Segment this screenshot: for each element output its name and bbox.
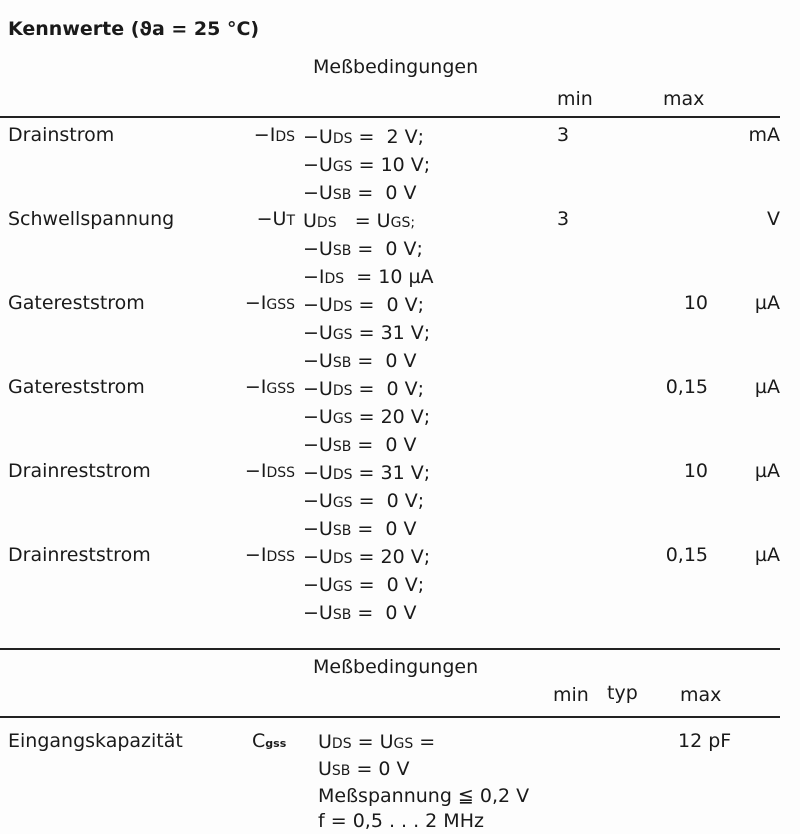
param-name: Gatereststrom (8, 292, 145, 314)
param-conditions: −UDS = 0 V; −UGS = 31 V; −USB = 0 V (303, 292, 430, 376)
max-header-2: max (680, 684, 722, 706)
table-row: Gatereststrom −IGSS −UDS = 0 V; −UGS = 31 V… (0, 292, 800, 376)
param-name: Eingangskapazität (8, 730, 183, 752)
condition-line: UDS = UGS = (318, 731, 436, 753)
param-name: Drainstrom (8, 124, 115, 146)
condition-line: f = 0,5 . . . 2 MHz (318, 810, 484, 832)
symbol-main: C (252, 730, 266, 752)
condition-line: −USB = 0 V; (303, 238, 423, 260)
param-symbol: −IGSS (244, 376, 295, 398)
condition-line: −UGS = 0 V; (303, 574, 425, 596)
param-max: 0,15 (665, 544, 708, 566)
param-conditions: UDS = UGS; −USB = 0 V; −IDS = 10 µA (303, 208, 434, 292)
param-unit: µA (754, 292, 780, 314)
param-unit: V (767, 208, 780, 230)
param-max: 10 (683, 460, 708, 482)
condition-line: Meßspannung ≦ 0,2 V (318, 785, 530, 807)
param-max: 0,15 (665, 376, 708, 398)
param-conditions: −UDS = 31 V; −UGS = 0 V; −USB = 0 V (303, 460, 430, 544)
condition-line: −UGS = 10 V; (303, 154, 431, 176)
param-symbol: −IDS (253, 124, 295, 146)
section-rule (0, 648, 780, 650)
param-unit: mA (748, 124, 780, 146)
conditions-header-2: Meßbedingungen (313, 656, 479, 678)
condition-line: −UDS = 31 V; (303, 462, 431, 484)
condition-line: −UGS = 20 V; (303, 406, 431, 428)
param-name: Schwellspannung (8, 208, 175, 230)
min-header-2: min (553, 684, 589, 706)
header-rule (0, 116, 780, 118)
param-symbol: −IGSS (244, 292, 295, 314)
param-max: 10 (683, 292, 708, 314)
param-min: 3 (557, 208, 570, 230)
condition-line: USB = 0 V (318, 758, 410, 780)
max-header: max (663, 88, 705, 110)
param-name: Drainreststrom (8, 460, 151, 482)
condition-line: −USB = 0 V (303, 602, 417, 624)
condition-line: −UGS = 0 V; (303, 490, 425, 512)
condition-line: UDS = UGS; (303, 210, 416, 232)
param-conditions: −UDS = 20 V; −UGS = 0 V; −USB = 0 V (303, 544, 430, 628)
param-symbol: −IDSS (244, 544, 295, 566)
param-unit: µA (754, 460, 780, 482)
table-row: Drainstrom −IDS −UDS = 2 V; −UGS = 10 V; −US… (0, 124, 800, 208)
param-unit: µA (754, 544, 780, 566)
param-max: 12 pF (678, 730, 732, 752)
condition-line: −USB = 0 V (303, 182, 417, 204)
param-name: Gatereststrom (8, 376, 145, 398)
table-row: Gatereststrom −IGSS −UDS = 0 V; −UGS = 20 V… (0, 376, 800, 460)
param-conditions: UDS = UGS = USB = 0 V Meßspannung ≦ 0,2 V f… (318, 730, 529, 834)
param-conditions: −UDS = 0 V; −UGS = 20 V; −USB = 0 V (303, 376, 430, 460)
condition-line: −USB = 0 V (303, 434, 417, 456)
param-unit: µA (754, 376, 780, 398)
param-symbol: −UT (256, 208, 295, 230)
table-row: Drainreststrom −IDSS −UDS = 31 V; −UGS = 0 … (0, 460, 800, 544)
section-title: Kennwerte (ϑa = 25 °C) (8, 18, 260, 40)
param-name: Drainreststrom (8, 544, 151, 566)
param-min: 3 (557, 124, 570, 146)
typ-header-2: typ (607, 682, 638, 704)
condition-line: −USB = 0 V (303, 518, 417, 540)
min-header: min (557, 88, 593, 110)
condition-line: −UDS = 0 V; (303, 294, 425, 316)
condition-line: −UDS = 20 V; (303, 546, 431, 568)
param-symbol: −IDSS (244, 460, 295, 482)
param-symbol: Cgss (252, 730, 286, 752)
header-rule-2 (0, 716, 780, 718)
condition-line: −UDS = 0 V; (303, 378, 425, 400)
condition-line: −IDS = 10 µA (303, 266, 434, 288)
param-conditions: −UDS = 2 V; −UGS = 10 V; −USB = 0 V (303, 124, 430, 208)
condition-line: −USB = 0 V (303, 350, 417, 372)
table-row: Drainreststrom −IDSS −UDS = 20 V; −UGS = 0 … (0, 544, 800, 628)
condition-line: −UDS = 2 V; (303, 126, 425, 148)
conditions-header: Meßbedingungen (313, 56, 479, 78)
symbol-sub: gss (265, 737, 287, 750)
condition-line: −UGS = 31 V; (303, 322, 431, 344)
table-row: Schwellspannung −UT UDS = UGS; −USB = 0 V; −… (0, 208, 800, 292)
